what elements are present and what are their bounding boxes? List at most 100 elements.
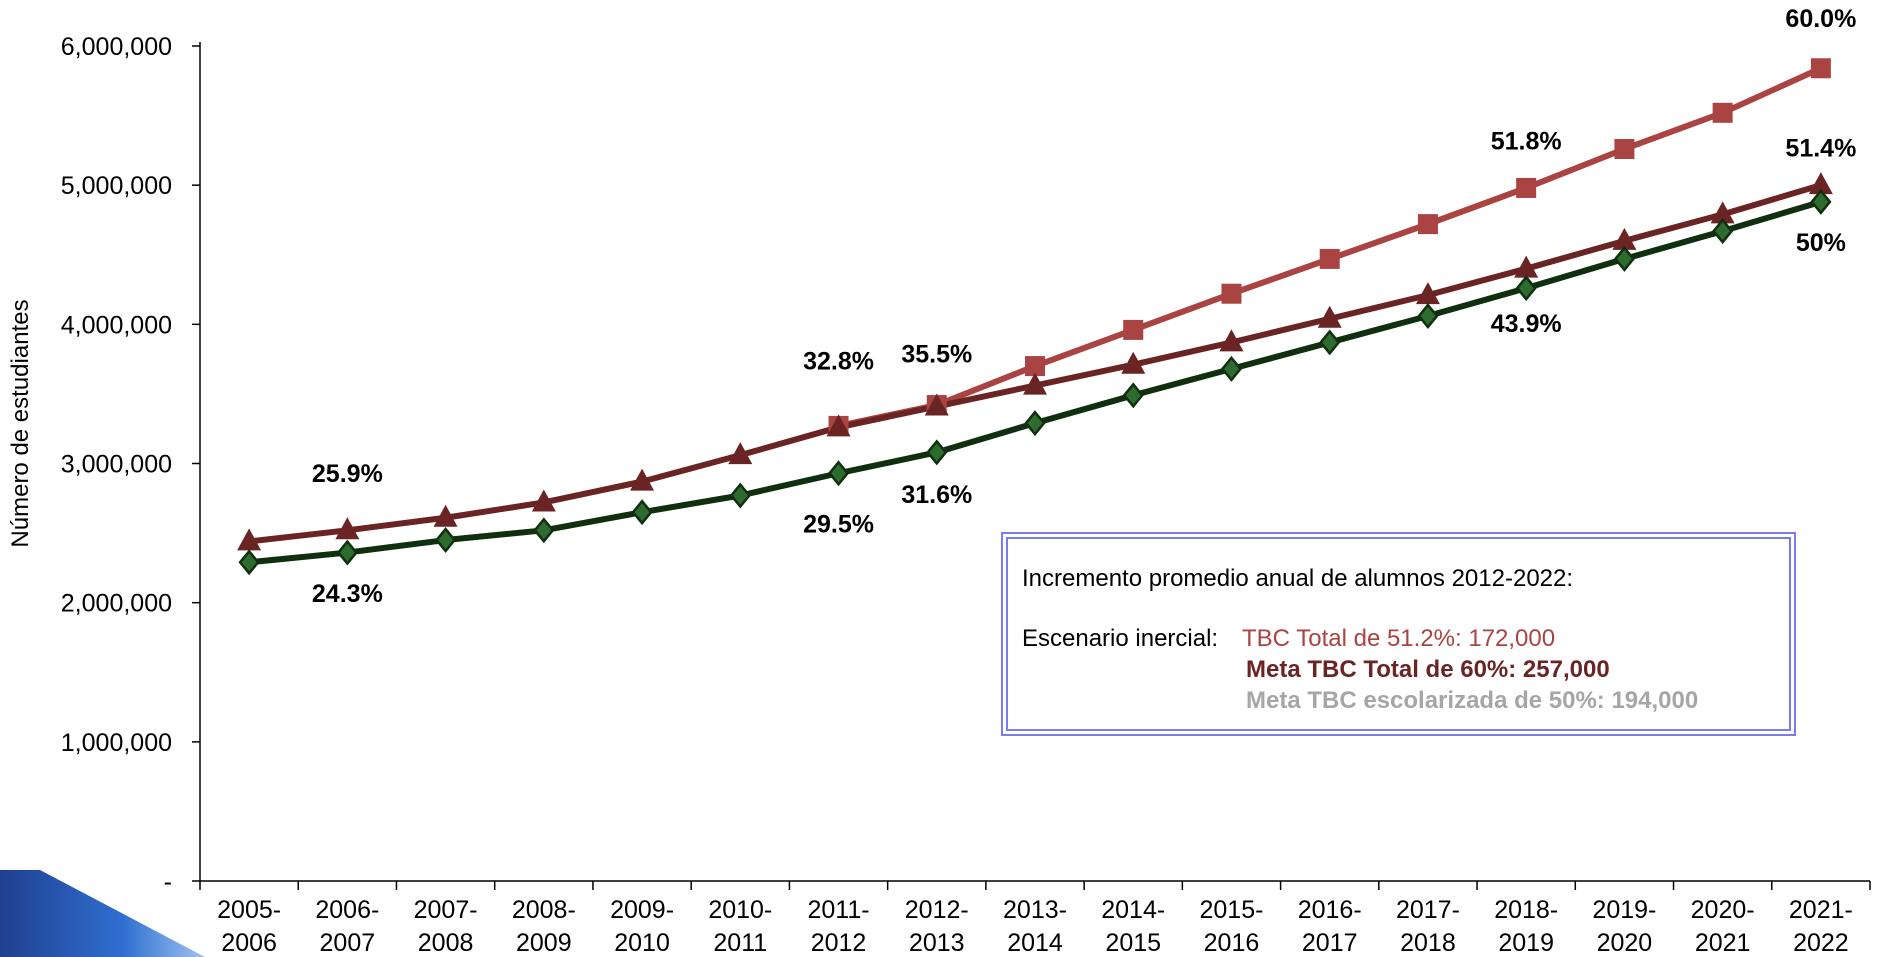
x-tick-label-top: 2010- xyxy=(708,896,772,924)
y-tick-label: 3,000,000 xyxy=(61,451,172,479)
percentage-label: 32.8% xyxy=(803,348,874,376)
x-tick-label-top: 2018- xyxy=(1494,896,1558,924)
marker-square-meta60 xyxy=(1712,102,1733,123)
legend-meta-total-60: Meta TBC Total de 60%: 257,000 xyxy=(1246,656,1610,683)
marker-diamond-escolarizada xyxy=(1810,188,1832,215)
legend-meta-escolarizada-50: Meta TBC escolarizada de 50%: 194,000 xyxy=(1246,687,1699,714)
marker-triangle-total xyxy=(1710,201,1735,224)
x-tick-label-bottom: 2008 xyxy=(418,929,474,957)
percentage-annotations: 25.9% 24.3% 32.8% 29.5% 35.5% 31.6% 51.8% 43.9%… xyxy=(312,5,1856,608)
legend-inertial-scenario: TBC Total de 51.2%: 172,000 xyxy=(1242,625,1556,652)
x-tick-label-top: 2008- xyxy=(512,896,576,924)
x-tick-label-top: 2020- xyxy=(1691,896,1755,924)
series-markers xyxy=(237,58,1833,576)
percentage-label: 51.4% xyxy=(1785,135,1856,163)
marker-diamond-escolarizada xyxy=(1613,245,1636,272)
x-tick-label-top: 2017- xyxy=(1396,896,1460,924)
marker-diamond-escolarizada xyxy=(533,517,555,544)
marker-triangle-total xyxy=(728,442,753,465)
x-tick-label-bottom: 2014 xyxy=(1007,929,1063,957)
marker-diamond-escolarizada xyxy=(827,460,850,487)
marker-triangle-total xyxy=(1514,255,1539,278)
x-tick-label-bottom: 2021 xyxy=(1695,929,1751,957)
marker-square-meta60 xyxy=(1319,248,1340,269)
x-tick-label-bottom: 2019 xyxy=(1498,929,1554,957)
x-tick-label-bottom: 2006 xyxy=(221,929,277,957)
marker-triangle-total xyxy=(237,528,262,551)
percentage-label: 51.8% xyxy=(1491,128,1562,156)
marker-diamond-escolarizada xyxy=(1122,382,1144,409)
x-tick-label-top: 2014- xyxy=(1101,896,1165,924)
marker-triangle-total xyxy=(1121,351,1146,374)
legend-scenario-label: Escenario inercial: xyxy=(1022,625,1219,652)
marker-triangle-total xyxy=(1612,227,1637,250)
marker-triangle-total xyxy=(1415,282,1440,305)
x-tick-label-bottom: 2016 xyxy=(1204,929,1260,957)
marker-triangle-total xyxy=(1808,172,1833,195)
x-tick-label-top: 2007- xyxy=(414,896,478,924)
x-tick-label-bottom: 2022 xyxy=(1793,929,1849,957)
marker-diamond-escolarizada xyxy=(336,539,358,566)
y-tick-label: 4,000,000 xyxy=(61,311,172,339)
x-tick-label-bottom: 2013 xyxy=(909,929,965,957)
marker-diamond-escolarizada xyxy=(926,439,948,466)
x-tick-label-bottom: 2007 xyxy=(320,929,376,957)
marker-triangle-total xyxy=(433,504,458,527)
x-tick-label-top: 2016- xyxy=(1298,896,1362,924)
slide-corner-decoration xyxy=(0,870,205,957)
marker-diamond-escolarizada xyxy=(434,527,457,554)
marker-triangle-total xyxy=(531,489,556,512)
percentage-label: 50% xyxy=(1796,229,1846,257)
percentage-label: 60.0% xyxy=(1785,5,1856,33)
x-tick-label-bottom: 2015 xyxy=(1105,929,1161,957)
marker-triangle-total xyxy=(1219,329,1244,352)
marker-square-meta60 xyxy=(1123,319,1144,340)
x-tick-label-top: 2015- xyxy=(1199,896,1263,924)
marker-square-meta60 xyxy=(1614,138,1635,159)
marker-diamond-escolarizada xyxy=(1024,410,1046,437)
percentage-label: 29.5% xyxy=(803,510,874,538)
marker-triangle-total xyxy=(924,393,949,416)
marker-square-meta60 xyxy=(1221,283,1242,304)
x-tick-label-top: 2005- xyxy=(217,896,281,924)
x-tick-label-top: 2021- xyxy=(1789,896,1853,924)
marker-triangle-total xyxy=(335,517,360,540)
increment-legend-box: Incremento promedio anual de alumnos 201… xyxy=(1001,532,1796,736)
y-tick-label: 1,000,000 xyxy=(61,729,172,757)
x-tick-label-top: 2012- xyxy=(905,896,969,924)
marker-square-meta60 xyxy=(1516,177,1537,198)
x-tick-label-top: 2009- xyxy=(610,896,674,924)
x-axis-ticks: 2005- 2006 2006- 2007 2007- 2008 2008- 2009 2009… xyxy=(199,881,1871,957)
x-tick-label-top: 2013- xyxy=(1003,896,1067,924)
marker-square-meta60 xyxy=(1417,214,1438,235)
percentage-label: 24.3% xyxy=(312,580,383,608)
percentage-label: 31.6% xyxy=(901,481,972,509)
chart-axes xyxy=(199,42,1870,882)
x-tick-label-bottom: 2009 xyxy=(516,929,572,957)
x-tick-label-bottom: 2018 xyxy=(1400,929,1456,957)
marker-triangle-total xyxy=(1317,305,1342,328)
marker-diamond-escolarizada xyxy=(631,499,653,526)
marker-diamond-escolarizada xyxy=(729,482,751,509)
series-lines xyxy=(248,65,1823,566)
y-tick-label: 5,000,000 xyxy=(61,172,172,200)
y-tick-label: 6,000,000 xyxy=(61,33,172,61)
y-tick-label: 2,000,000 xyxy=(61,590,172,618)
x-tick-label-bottom: 2012 xyxy=(811,929,867,957)
percentage-label: 43.9% xyxy=(1491,310,1562,338)
y-axis-label: Número de estudiantes xyxy=(7,299,34,547)
marker-triangle-total xyxy=(630,468,655,491)
x-tick-label-bottom: 2017 xyxy=(1302,929,1358,957)
marker-diamond-escolarizada xyxy=(1712,218,1734,245)
marker-diamond-escolarizada xyxy=(1417,303,1439,329)
marker-triangle-total xyxy=(1023,372,1047,395)
x-tick-label-bottom: 2020 xyxy=(1597,929,1653,957)
marker-square-meta60 xyxy=(1025,356,1045,377)
percentage-label: 25.9% xyxy=(312,460,383,488)
marker-diamond-escolarizada xyxy=(1220,355,1243,382)
y-axis-ticks: - 1,000,000 2,000,000 3,000,000 4,000,000 5,0… xyxy=(61,33,200,896)
x-tick-label-bottom: 2011 xyxy=(713,929,767,957)
marker-square-meta60 xyxy=(1810,58,1831,79)
percentage-label: 35.5% xyxy=(901,341,972,369)
